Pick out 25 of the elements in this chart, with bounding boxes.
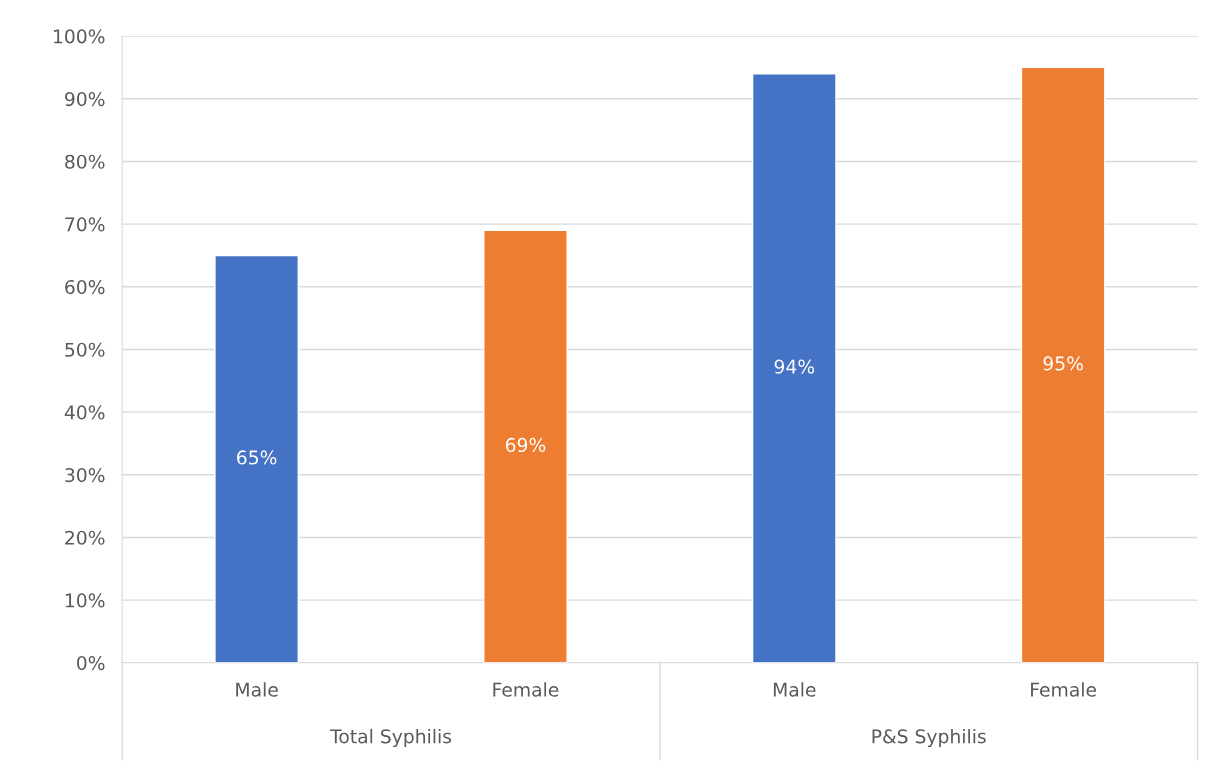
x-tick-label: Male <box>236 682 278 697</box>
x-tick-label: Female <box>1031 682 1097 697</box>
x-tick-label: Female <box>493 682 559 697</box>
bar <box>751 73 837 663</box>
bar <box>483 229 568 663</box>
bar <box>1020 66 1106 663</box>
y-tick-label: 80% <box>65 154 105 169</box>
y-tick-label: 100% <box>53 29 105 44</box>
y-tick-label: 90% <box>65 91 105 107</box>
x-tick-label: Male <box>773 682 816 697</box>
y-tick-label: 50% <box>65 342 105 357</box>
y-tick-label: 70% <box>65 217 105 232</box>
data-label: 95% <box>1043 356 1083 371</box>
y-tick-label: 10% <box>65 593 105 608</box>
bar <box>214 254 299 663</box>
y-tick-label: 30% <box>65 467 105 483</box>
data-label: 69% <box>505 437 546 453</box>
y-tick-label: 40% <box>64 405 105 420</box>
y-tick-label: 0% <box>77 655 105 671</box>
y-tick-label: 20% <box>65 530 105 545</box>
data-label: 94% <box>774 359 815 374</box>
y-tick-label: 60% <box>65 279 105 295</box>
text: Total Syphilis <box>330 728 452 748</box>
text: P&S Syphilis <box>872 728 986 748</box>
data-label: 65% <box>237 450 277 465</box>
